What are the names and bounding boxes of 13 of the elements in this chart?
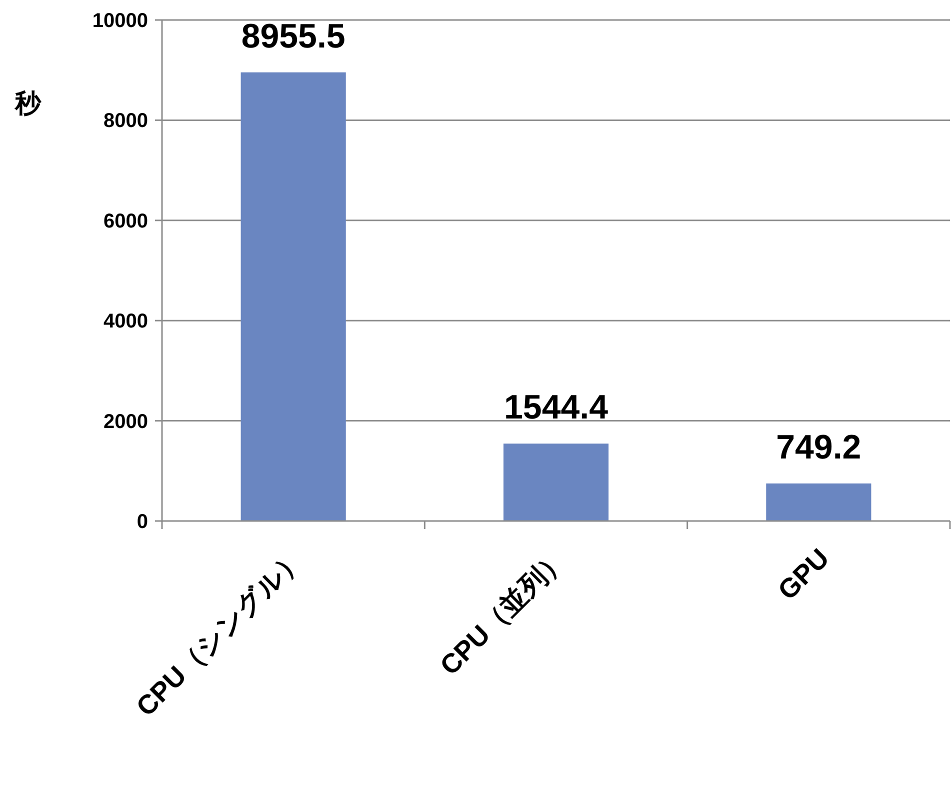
y-tick-label: 0: [136, 511, 148, 533]
y-tick-label: 4000: [104, 310, 148, 333]
bar: [240, 72, 346, 521]
bar: [766, 483, 872, 521]
data-label: 749.2: [776, 428, 862, 466]
y-tick-label: 10000: [92, 10, 148, 32]
y-tick-label: 2000: [104, 410, 148, 433]
y-axis-title: 秒: [14, 88, 42, 118]
y-tick-label: 8000: [104, 110, 148, 132]
y-tick-label: 6000: [104, 210, 148, 232]
data-label: 1544.4: [504, 388, 608, 427]
bar: [503, 444, 609, 521]
data-label: 8955.5: [241, 17, 346, 56]
